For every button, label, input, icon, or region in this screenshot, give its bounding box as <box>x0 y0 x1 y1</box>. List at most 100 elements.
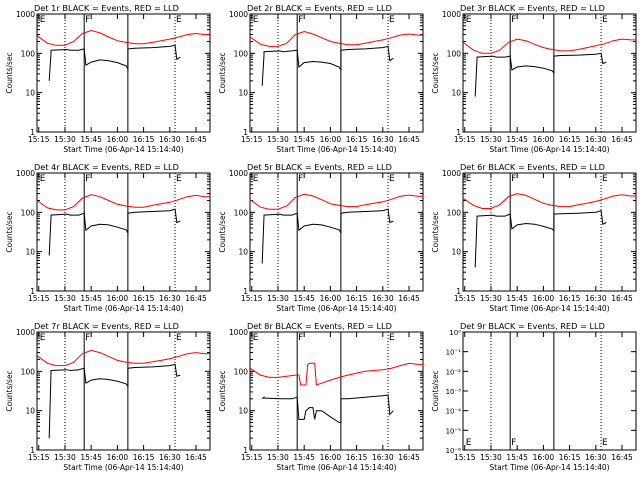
y-axis-label: Counts/sec <box>5 52 14 93</box>
y-axis-label: Counts/sec <box>431 211 440 252</box>
panel-title: Det 1r BLACK = Events, RED = LLD <box>34 3 179 13</box>
x-tick-label: 15:30 <box>267 294 289 303</box>
lld-series-line <box>249 30 423 47</box>
y-tick-label: 1000 <box>229 169 248 178</box>
y-tick-label: 1 <box>456 128 461 137</box>
lld-series-line <box>249 193 423 210</box>
lld-series-line <box>462 38 636 54</box>
interval-marker-label: E <box>176 15 182 25</box>
x-tick-label: 16:00 <box>533 453 555 462</box>
x-tick-label: 16:30 <box>159 294 181 303</box>
interval-marker-label: E <box>466 174 472 184</box>
panel-det-3: Det 3r BLACK = Events, RED = LLD 1 10 100 10… <box>431 3 637 154</box>
x-tick-label: 16:30 <box>372 453 394 462</box>
x-axis-label: Start Time (06-Apr-14 15:14:40) <box>489 463 609 472</box>
y-tick-label: 10 <box>25 89 35 98</box>
lld-series-line <box>36 29 210 46</box>
y-tick-label: 1 <box>456 287 461 296</box>
interval-marker-label: F <box>85 333 90 343</box>
x-tick-label: 15:45 <box>506 135 528 144</box>
x-tick-label: 16:30 <box>585 135 607 144</box>
panel-title: Det 3r BLACK = Events, RED = LLD <box>460 3 605 13</box>
y-tick-label: 100 <box>234 49 249 58</box>
x-tick-label: 15:45 <box>80 294 102 303</box>
x-tick-label: 15:30 <box>54 135 76 144</box>
y-axis-label: Counts/sec <box>431 370 440 411</box>
y-tick-label: 100 <box>447 49 462 58</box>
y-tick-label: 1000 <box>442 169 461 178</box>
y-tick-label: 10⁰ <box>449 329 461 337</box>
y-tick-label: 10⁻⁶ <box>446 447 462 455</box>
y-axis-label: Counts/sec <box>218 52 227 93</box>
x-tick-label: 16:15 <box>559 453 581 462</box>
axes-box <box>462 172 637 292</box>
x-tick-label: 16:30 <box>159 453 181 462</box>
y-axis-label: Counts/sec <box>5 211 14 252</box>
y-tick-label: 1000 <box>16 10 35 19</box>
x-tick-label: 16:45 <box>398 135 420 144</box>
panel-det-5: Det 5r BLACK = Events, RED = LLD 1 10 100 10… <box>218 162 424 313</box>
x-tick-label: 15:30 <box>54 453 76 462</box>
x-tick-label: 16:00 <box>107 453 129 462</box>
y-tick-label: 10⁻² <box>446 368 462 376</box>
interval-marker-label: F <box>511 15 516 25</box>
events-series-line <box>261 45 394 86</box>
y-tick-label: 1 <box>243 128 248 137</box>
lld-series-line <box>462 193 636 209</box>
y-tick-label: 10 <box>238 248 248 257</box>
x-tick-label: 15:15 <box>28 453 50 462</box>
x-tick-label: 16:30 <box>159 135 181 144</box>
y-tick-label: 10 <box>238 89 248 98</box>
lld-series-line <box>249 362 423 386</box>
x-tick-label: 16:30 <box>585 453 607 462</box>
panel-title: Det 8r BLACK = Events, RED = LLD <box>247 321 392 331</box>
interval-marker-label: E <box>466 438 472 448</box>
x-tick-label: 16:45 <box>611 135 633 144</box>
panel-det-1: Det 1r BLACK = Events, RED = LLD 1 10 100 10… <box>5 3 211 154</box>
y-axis-label: Counts/sec <box>218 211 227 252</box>
y-tick-label: 10 <box>25 407 35 416</box>
interval-marker-label: F <box>85 15 90 25</box>
x-tick-label: 15:45 <box>293 453 315 462</box>
x-axis-label: Start Time (06-Apr-14 15:14:40) <box>489 145 609 154</box>
x-tick-label: 16:00 <box>320 135 342 144</box>
x-tick-label: 16:00 <box>320 294 342 303</box>
panel-title: Det 6r BLACK = Events, RED = LLD <box>460 162 605 172</box>
x-tick-label: 15:15 <box>241 135 263 144</box>
interval-marker-label: E <box>389 15 395 25</box>
events-series-line <box>474 210 607 268</box>
x-tick-label: 16:15 <box>346 453 368 462</box>
axes-box <box>462 13 637 133</box>
y-tick-label: 100 <box>234 367 249 376</box>
panel-title: Det 5r BLACK = Events, RED = LLD <box>247 162 392 172</box>
y-tick-label: 100 <box>21 208 36 217</box>
x-tick-label: 15:30 <box>480 135 502 144</box>
y-tick-label: 100 <box>447 208 462 217</box>
x-axis-label: Start Time (06-Apr-14 15:14:40) <box>276 304 396 313</box>
y-tick-label: 1 <box>30 446 35 455</box>
x-axis-label: Start Time (06-Apr-14 15:14:40) <box>63 304 183 313</box>
interval-marker-label: F <box>298 174 303 184</box>
interval-marker-label: E <box>389 174 395 184</box>
axes-box <box>249 172 424 292</box>
x-tick-label: 15:15 <box>241 294 263 303</box>
y-tick-label: 1000 <box>229 328 248 337</box>
interval-marker-label: E <box>602 438 608 448</box>
panel-title: Det 2r BLACK = Events, RED = LLD <box>247 3 392 13</box>
interval-marker-label: E <box>40 333 46 343</box>
y-tick-label: 1000 <box>442 10 461 19</box>
x-tick-label: 15:30 <box>267 453 289 462</box>
axes-box <box>249 13 424 133</box>
y-tick-label: 10 <box>451 248 461 257</box>
events-series-line <box>261 208 394 264</box>
x-tick-label: 16:15 <box>559 135 581 144</box>
axes-box <box>36 172 211 292</box>
lld-series-line <box>36 194 210 211</box>
x-tick-label: 15:15 <box>454 294 476 303</box>
y-tick-label: 10 <box>25 248 35 257</box>
x-tick-label: 16:00 <box>533 294 555 303</box>
y-tick-label: 100 <box>234 208 249 217</box>
x-axis-label: Start Time (06-Apr-14 15:14:40) <box>276 145 396 154</box>
